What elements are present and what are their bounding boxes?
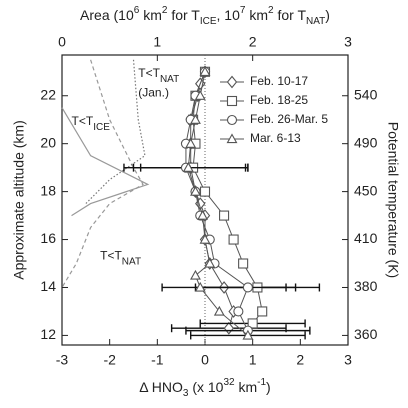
marker	[199, 66, 211, 76]
y2-tick-label: 410	[354, 230, 378, 246]
y2-tick-label: 450	[354, 182, 378, 198]
x2-axis-label-part: for T	[274, 7, 307, 23]
marker	[194, 90, 206, 100]
x2-axis-label-part: 2	[162, 5, 168, 16]
x2-tick-label: 1	[153, 34, 161, 50]
x2-axis-label-part: for T	[167, 7, 200, 23]
x2-tick-label: 2	[249, 34, 257, 50]
marker	[190, 114, 201, 124]
series-line	[185, 71, 249, 331]
y2-axis-label: Potential temperature (K)	[385, 122, 401, 278]
y-tick-label: 12	[40, 326, 56, 342]
x-tick-label: -2	[103, 352, 116, 368]
x2-axis-label-part: ICE	[200, 16, 217, 27]
marker	[204, 257, 216, 268]
x-axis-label-part: (x 10	[188, 379, 223, 395]
marker	[182, 162, 194, 172]
marker	[219, 210, 230, 221]
annotation: T<TNAT	[100, 248, 141, 267]
marker	[228, 234, 239, 245]
x2-tick-label: 0	[58, 34, 66, 50]
annotation-part: T<T	[138, 66, 160, 80]
x-axis-label-part: )	[266, 379, 271, 395]
area-curve	[85, 59, 146, 205]
y-tick-label: 20	[40, 134, 56, 150]
marker	[257, 306, 268, 317]
x2-tick-label: 3	[344, 34, 352, 50]
annotation-part: NAT	[160, 74, 179, 85]
legend-label: Feb. 18-25	[250, 93, 308, 107]
x-tick-label: -1	[151, 352, 164, 368]
y-tick-label: 14	[40, 278, 56, 294]
x2-axis-label-part: , 10	[217, 7, 241, 23]
y2-tick-label: 360	[354, 326, 378, 342]
x-tick-label: -3	[56, 352, 69, 368]
x2-axis-label-part: Area (10	[80, 7, 134, 23]
x2-axis-label-part: km	[245, 7, 268, 23]
annotation: T<TNAT	[138, 66, 179, 85]
x2-axis-label-part: 2	[268, 5, 274, 16]
x2-axis-label-part: 6	[134, 5, 140, 16]
y2-tick-label: 540	[354, 86, 378, 102]
x2-axis-label: Area (106 km2 for TICE, 107 km2 for TNAT…	[80, 5, 330, 27]
x-tick-label: 2	[296, 352, 304, 368]
y-tick-label: 16	[40, 230, 56, 246]
y-tick-label: 22	[40, 86, 56, 102]
area-curve	[61, 59, 144, 288]
annotation-part: T<T	[72, 114, 94, 128]
marker	[213, 305, 225, 316]
marker	[185, 138, 197, 148]
marker	[226, 95, 238, 107]
x-axis-label-part: 32	[223, 377, 235, 388]
y2-tick-label: 380	[354, 278, 378, 294]
legend-label: Feb. 10-17	[250, 74, 308, 88]
annotation-part: ICE	[93, 122, 110, 133]
y-tick-label: 18	[40, 182, 56, 198]
marker	[190, 185, 201, 196]
x2-axis-label-part: )	[325, 7, 330, 23]
marker	[223, 321, 235, 335]
marker	[247, 318, 258, 329]
marker	[194, 281, 206, 292]
marker	[242, 329, 254, 340]
marker	[226, 75, 238, 89]
marker	[226, 114, 238, 126]
x-axis-label-part: Δ HNO	[139, 379, 183, 395]
marker	[238, 258, 249, 269]
annotation: T<TICE	[72, 114, 111, 133]
marker	[199, 186, 211, 197]
annotation-part: NAT	[122, 256, 141, 267]
y-axis-label: Approximate altitude (km)	[11, 120, 27, 280]
annotation: (Jan.)	[138, 86, 169, 100]
marker	[233, 306, 244, 317]
marker	[197, 209, 209, 220]
x-axis-label-part: -1	[257, 377, 266, 388]
marker	[242, 282, 253, 293]
annotation-part: T<T	[100, 248, 122, 262]
legend-label: Mar. 6-13	[250, 131, 301, 145]
marker	[199, 233, 211, 244]
x-tick-label: 0	[201, 352, 209, 368]
x-tick-label: 3	[344, 352, 352, 368]
annotation-part: (Jan.)	[138, 86, 169, 100]
area-curve	[61, 107, 150, 217]
x-axis-label-part: km	[235, 379, 258, 395]
x-axis-label-part: 3	[183, 388, 189, 399]
legend-label: Feb. 26-Mar. 5	[250, 112, 328, 126]
marker	[226, 133, 238, 144]
x-tick-label: 1	[249, 352, 257, 368]
x2-axis-label-part: km	[139, 7, 162, 23]
x-axis-label: Δ HNO3 (x 1032 km-1)	[139, 377, 270, 399]
y2-tick-label: 490	[354, 134, 378, 150]
x2-axis-label-part: NAT	[306, 16, 325, 27]
marker	[190, 269, 201, 280]
x2-axis-label-part: 7	[240, 5, 246, 16]
